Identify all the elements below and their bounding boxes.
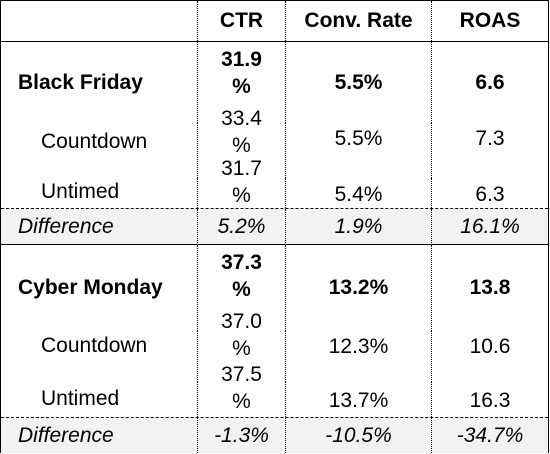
ctr-unit: % [232, 134, 251, 157]
difference-row: Difference 5.2% 1.9% 16.1% [1, 208, 548, 245]
difference-conv-rate: -10.5% [285, 418, 431, 453]
header-empty [1, 1, 197, 41]
difference-roas: 16.1% [431, 209, 548, 245]
data-row: Untimed 31.7 % 5.4% 6.3 [1, 157, 548, 208]
row-roas: 7.3 [431, 122, 548, 178]
difference-label: Difference [18, 424, 114, 447]
summary-conv-rate: 13.2% [285, 245, 431, 331]
ctr-value: 37.0 [221, 310, 262, 333]
difference-ctr: -1.3% [197, 418, 285, 453]
data-row: Countdown 37.0 % 12.3% 10.6 [1, 310, 548, 382]
difference-label: Difference [18, 215, 114, 238]
row-conv-rate: 13.7% [285, 382, 431, 417]
ctr-unit: % [232, 184, 251, 207]
ctr-value: 37.3 [221, 251, 262, 274]
row-label: Countdown [41, 130, 148, 153]
row-label: Untimed [41, 387, 120, 410]
difference-roas: -34.7% [431, 418, 548, 453]
section-title: Cyber Monday [18, 276, 163, 299]
data-row: Untimed 37.5 % 13.7% 16.3 [1, 363, 548, 417]
ctr-value: 33.4 [221, 107, 262, 130]
row-conv-rate: 5.4% [285, 178, 431, 208]
ctr-value: 37.5 [221, 363, 262, 386]
ctr-unit: % [232, 75, 251, 98]
summary-ctr: 31.9 % [197, 42, 285, 123]
summary-roas: 13.8 [431, 245, 548, 331]
summary-roas: 6.6 [431, 42, 548, 123]
difference-row: Difference -1.3% -10.5% -34.7% [1, 417, 548, 453]
header-roas: ROAS [431, 1, 548, 41]
section-summary-row: Black Friday 31.9 % 5.5% 6.6 [1, 41, 548, 123]
difference-conv-rate: 1.9% [285, 209, 431, 245]
row-roas: 6.3 [431, 178, 548, 208]
row-label: Untimed [41, 180, 120, 203]
header-conv-rate: Conv. Rate [285, 1, 431, 41]
ctr-value: 31.9 [221, 48, 262, 71]
row-ctr: 31.7 % [197, 157, 285, 208]
summary-ctr: 37.3 % [197, 245, 285, 331]
data-row: Countdown 33.4 % 5.5% 7.3 [1, 107, 548, 178]
ctr-unit: % [232, 390, 251, 413]
ctr-unit: % [232, 278, 251, 301]
difference-ctr: 5.2% [197, 209, 285, 245]
header-ctr: CTR [197, 1, 285, 41]
row-conv-rate: 12.3% [285, 330, 431, 382]
row-ctr: 33.4 % [197, 107, 285, 178]
ctr-unit: % [232, 337, 251, 360]
row-ctr: 37.5 % [197, 363, 285, 417]
ctr-value: 31.7 [221, 157, 262, 180]
header-row: CTR Conv. Rate ROAS [1, 1, 548, 41]
section-summary-row: Cyber Monday 37.3 % 13.2% 13.8 [1, 244, 548, 331]
row-label: Countdown [41, 334, 148, 357]
row-roas: 16.3 [431, 382, 548, 417]
row-roas: 10.6 [431, 330, 548, 382]
row-ctr: 37.0 % [197, 310, 285, 382]
section-title: Black Friday [18, 71, 143, 94]
row-conv-rate: 5.5% [285, 122, 431, 178]
summary-conv-rate: 5.5% [285, 42, 431, 123]
